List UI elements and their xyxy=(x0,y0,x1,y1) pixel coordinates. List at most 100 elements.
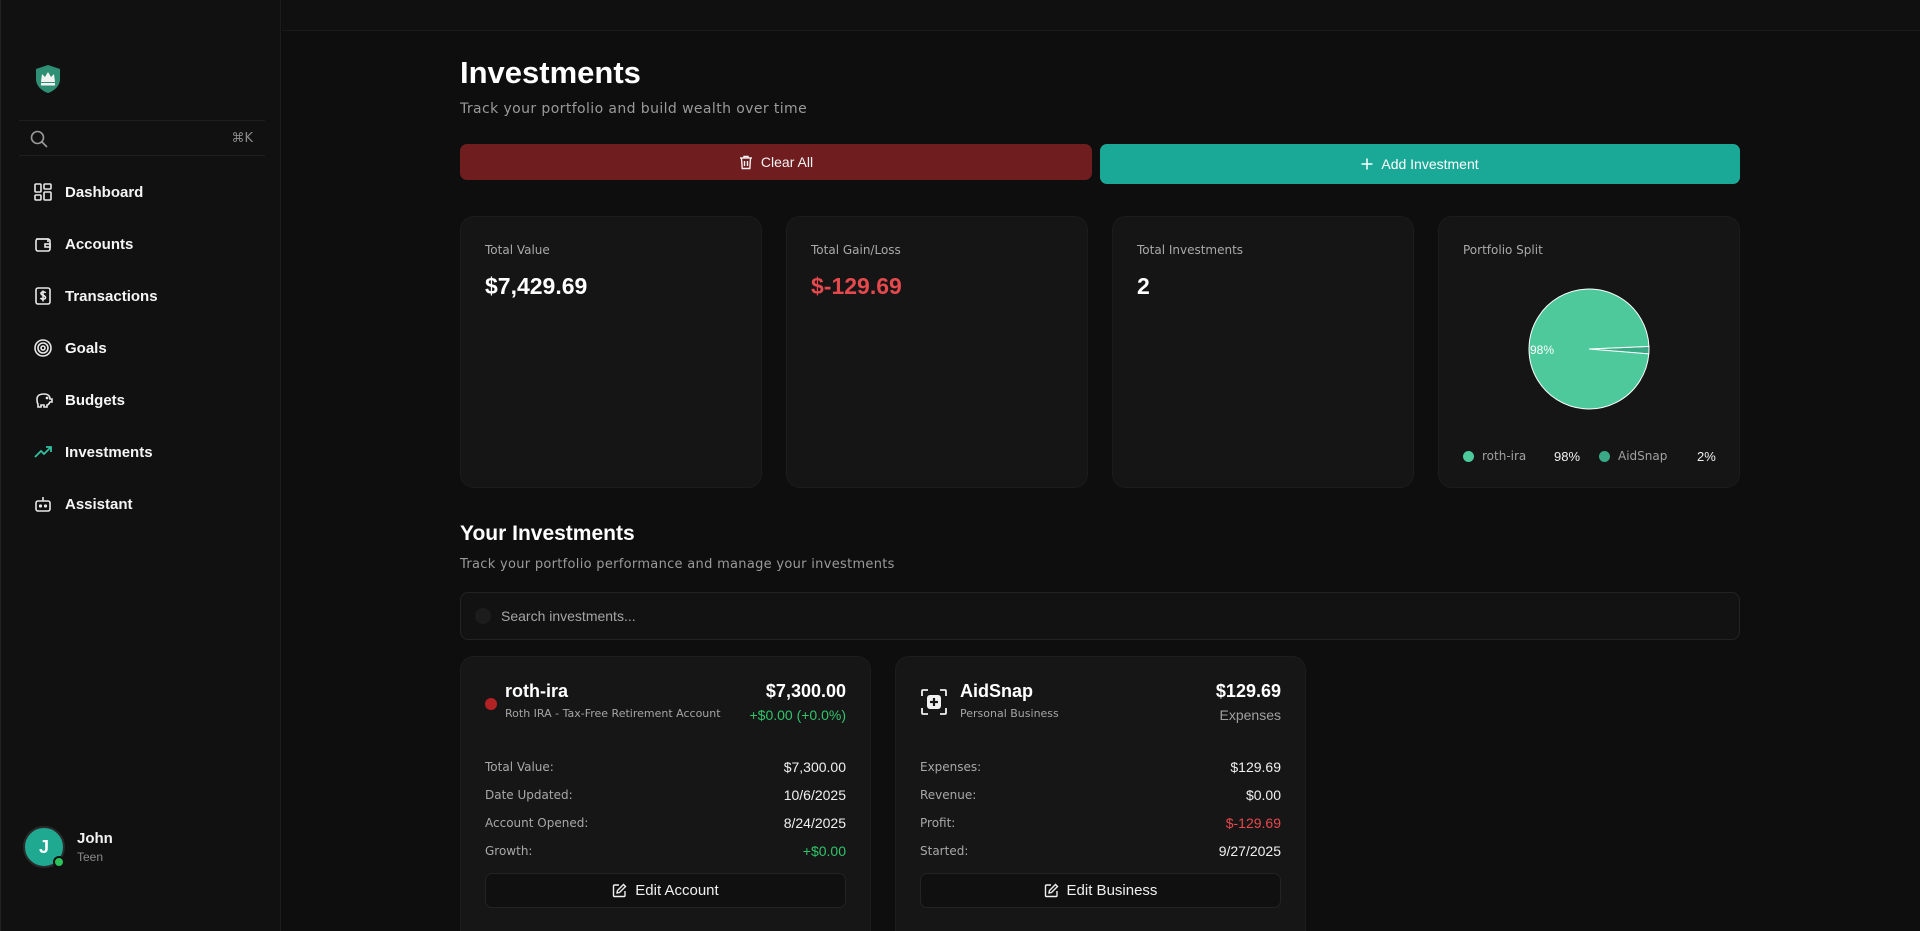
investment-name: AidSnap xyxy=(960,681,1034,701)
legend-label: AidSnap xyxy=(1618,449,1668,463)
detail-value: $0.00 xyxy=(1245,787,1281,803)
sidebar-search[interactable]: ⌘K xyxy=(19,120,265,156)
investment-description: Personal Business xyxy=(960,707,1059,720)
stat-value: $7,429.69 xyxy=(485,273,588,299)
detail-label: Date Updated: xyxy=(485,788,573,802)
bot-icon xyxy=(33,494,53,514)
pie-slice-label: 98% xyxy=(1530,343,1555,357)
investment-name: roth-ira xyxy=(505,681,568,701)
edit-business-button[interactable]: Edit Business xyxy=(920,873,1281,908)
investment-card-aidsnap: AidSnap Personal Business $129.69 Expens… xyxy=(895,656,1306,931)
investment-amount: $7,300.00 xyxy=(765,681,846,701)
investment-description: Roth IRA - Tax-Free Retirement Account xyxy=(505,707,721,720)
legend-value: 98% xyxy=(1554,449,1581,464)
detail-value: $-129.69 xyxy=(1225,815,1281,831)
stat-label: Total Value xyxy=(485,243,550,257)
sidebar: ⌘K Dashboard Accounts Transactions Goals xyxy=(0,0,281,931)
shortcut-hint: ⌘K xyxy=(231,131,253,146)
detail-row: Started: 9/27/2025 xyxy=(920,837,1281,865)
legend-value: 2% xyxy=(1697,449,1716,464)
sidebar-item-label: Dashboard xyxy=(65,183,144,201)
crown-shield-logo-icon[interactable] xyxy=(34,64,62,94)
detail-row: Date Updated: 10/6/2025 xyxy=(485,781,846,809)
portfolio-split-card: Portfolio Split 98% roth-ira 98% AidSnap… xyxy=(1438,216,1740,488)
stat-label: Total Gain/Loss xyxy=(811,243,901,257)
edit-icon xyxy=(612,883,627,898)
detail-value: 9/27/2025 xyxy=(1218,843,1281,859)
sidebar-item-label: Investments xyxy=(65,443,153,461)
page-subtitle: Track your portfolio and build wealth ov… xyxy=(460,101,808,117)
detail-label: Total Value: xyxy=(485,760,554,774)
total-gain-loss-card: Total Gain/Loss $-129.69 xyxy=(786,216,1088,488)
sidebar-item-goals[interactable]: Goals xyxy=(19,322,265,374)
trending-up-icon xyxy=(33,442,53,462)
detail-label: Expenses: xyxy=(920,760,982,774)
edit-icon xyxy=(1044,883,1059,898)
edit-account-button[interactable]: Edit Account xyxy=(485,873,846,908)
investment-card-roth-ira: roth-ira Roth IRA - Tax-Free Retirement … xyxy=(460,656,871,931)
total-investments-card: Total Investments 2 xyxy=(1112,216,1414,488)
investment-change: +$0.00 (+0.0%) xyxy=(749,707,846,723)
clear-all-button[interactable]: Clear All xyxy=(460,144,1092,180)
stat-label: Total Investments xyxy=(1137,243,1244,257)
stat-value: $-129.69 xyxy=(811,273,902,299)
detail-value: $129.69 xyxy=(1230,759,1281,775)
sidebar-item-label: Transactions xyxy=(65,287,158,305)
legend-item-aidsnap: AidSnap xyxy=(1599,449,1667,463)
detail-row: Profit: $-129.69 xyxy=(920,809,1281,837)
page-title: Investments xyxy=(460,55,641,90)
legend-swatch xyxy=(1599,450,1610,462)
sidebar-item-transactions[interactable]: Transactions xyxy=(19,270,265,322)
detail-label: Revenue: xyxy=(920,788,977,802)
detail-label: Account Opened: xyxy=(485,816,589,830)
section-title: Your Investments xyxy=(460,522,635,545)
wallet-icon xyxy=(33,234,53,254)
edit-business-label: Edit Business xyxy=(1066,882,1158,899)
detail-label: Profit: xyxy=(920,816,956,830)
detail-row: Growth: +$0.00 xyxy=(485,837,846,865)
search-icon xyxy=(29,129,49,149)
stat-label: Portfolio Split xyxy=(1463,243,1543,257)
legend-item-roth-ira: roth-ira xyxy=(1463,449,1526,463)
avatar: J xyxy=(23,826,65,868)
sidebar-item-label: Accounts xyxy=(65,235,134,253)
sidebar-item-dashboard[interactable]: Dashboard xyxy=(19,166,265,218)
plus-icon xyxy=(1361,158,1373,170)
detail-row: Account Opened: 8/24/2025 xyxy=(485,809,846,837)
sidebar-item-assistant[interactable]: Assistant xyxy=(19,478,265,530)
top-bar xyxy=(282,0,1920,31)
sidebar-item-accounts[interactable]: Accounts xyxy=(19,218,265,270)
detail-rows: Total Value: $7,300.00 Date Updated: 10/6/… xyxy=(485,753,846,865)
sidebar-item-budgets[interactable]: Budgets xyxy=(19,374,265,426)
legend-label: roth-ira xyxy=(1482,449,1527,463)
detail-label: Growth: xyxy=(485,844,533,858)
status-dot xyxy=(485,698,497,710)
investment-search xyxy=(460,592,1740,640)
detail-row: Expenses: $129.69 xyxy=(920,753,1281,781)
portfolio-pie-chart xyxy=(1527,287,1651,411)
edit-account-label: Edit Account xyxy=(635,882,719,899)
sidebar-item-label: Assistant xyxy=(65,495,133,513)
investment-amount: $129.69 xyxy=(1215,681,1281,701)
detail-value: 10/6/2025 xyxy=(783,787,846,803)
detail-value: +$0.00 xyxy=(802,843,846,859)
dashboard-icon xyxy=(33,182,53,202)
investment-amount-caption: Expenses xyxy=(1219,707,1281,723)
user-profile[interactable]: J John Teen xyxy=(23,826,113,868)
clear-all-label: Clear All xyxy=(760,154,814,170)
search-input[interactable] xyxy=(501,593,1701,639)
sidebar-item-investments[interactable]: Investments xyxy=(19,426,265,478)
detail-value: $7,300.00 xyxy=(783,759,846,775)
detail-label: Started: xyxy=(920,844,969,858)
pie-slice-roth-ira xyxy=(1528,288,1650,410)
detail-row: Total Value: $7,300.00 xyxy=(485,753,846,781)
user-role: Teen xyxy=(77,850,104,864)
add-investment-button[interactable]: Add Investment xyxy=(1100,144,1740,184)
dollar-receipt-icon xyxy=(33,286,53,306)
search-icon xyxy=(475,608,491,624)
sidebar-item-label: Goals xyxy=(65,339,107,357)
business-icon xyxy=(920,688,948,716)
online-status-dot xyxy=(53,856,65,868)
piggy-bank-icon xyxy=(33,390,53,410)
detail-rows: Expenses: $129.69 Revenue: $0.00 Profit: $-… xyxy=(920,753,1281,865)
